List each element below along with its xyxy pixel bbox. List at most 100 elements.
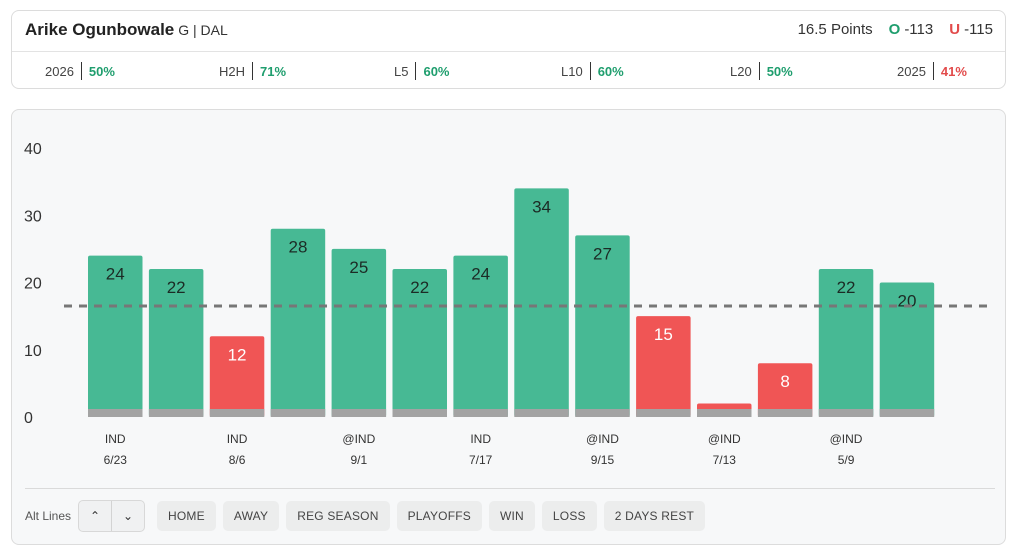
bar-baseline bbox=[514, 409, 569, 417]
x-tick-date: 8/6 bbox=[229, 453, 246, 467]
points-bar-chart: 0 10 20 30 40 24 IND 6/23 22 12 IND 8/6 28 25 @IND 9/1 2… bbox=[24, 141, 992, 467]
bar-over bbox=[270, 228, 326, 417]
player-header-card: Arike Ogunbowale G | DAL 16.5 Points O -1… bbox=[11, 10, 1006, 89]
bar-value-label: 24 bbox=[471, 265, 490, 284]
stat-value: 41% bbox=[940, 63, 967, 79]
bar-baseline bbox=[575, 409, 630, 417]
stat-label: L20 bbox=[730, 63, 752, 79]
chart-controls-divider bbox=[25, 488, 995, 489]
y-tick-label: 30 bbox=[24, 208, 42, 225]
over-label: O bbox=[888, 21, 901, 38]
stat-value: 50% bbox=[766, 63, 793, 79]
prop-line-info: 16.5 Points O -113 U -115 bbox=[798, 21, 993, 38]
stat-l10[interactable]: L10 60% bbox=[561, 62, 624, 80]
stat-label: H2H bbox=[219, 63, 246, 79]
bar-under bbox=[209, 336, 265, 417]
bar-value-label: 12 bbox=[228, 345, 247, 364]
bar-over bbox=[392, 269, 447, 417]
bar-value-label: 22 bbox=[837, 278, 856, 297]
bar-value-label: 25 bbox=[349, 258, 368, 277]
under-label: U bbox=[949, 21, 961, 38]
x-tick-date: 7/13 bbox=[713, 453, 737, 467]
stat-value: 71% bbox=[260, 63, 287, 79]
player-name: Arike Ogunbowale bbox=[25, 20, 175, 39]
stat-value: 60% bbox=[597, 63, 624, 79]
filter-away-button[interactable]: AWAY bbox=[222, 501, 280, 531]
bar-over bbox=[331, 248, 387, 417]
x-tick-date: 7/17 bbox=[469, 453, 493, 467]
chevron-up-icon[interactable]: ⌃ bbox=[90, 509, 101, 523]
header-top-row: Arike Ogunbowale G | DAL 16.5 Points O -1… bbox=[12, 11, 1005, 52]
y-tick-label: 20 bbox=[24, 276, 42, 293]
prop-line: 16.5 Points bbox=[797, 21, 873, 38]
bar-baseline bbox=[88, 409, 143, 417]
bar-value-label: 24 bbox=[106, 265, 125, 284]
bar-baseline bbox=[331, 409, 387, 417]
x-tick-date: 9/1 bbox=[351, 453, 368, 467]
over-odds: -113 bbox=[904, 21, 934, 38]
stat-h2h[interactable]: H2H 71% bbox=[219, 62, 286, 80]
stat-l5[interactable]: L5 60% bbox=[394, 62, 450, 80]
stat-value: 60% bbox=[423, 63, 450, 79]
bar-value-label: 28 bbox=[288, 238, 307, 257]
hit-rate-stats-row: 2026 50% H2H 71% L5 60% L10 60% L20 50% 2025 4… bbox=[12, 52, 1005, 89]
filter-loss-button[interactable]: LOSS bbox=[541, 501, 597, 531]
x-tick-opponent: IND bbox=[470, 432, 491, 446]
x-tick-opponent: IND bbox=[105, 432, 126, 446]
filter-2-days-rest-button[interactable]: 2 DAYS REST bbox=[603, 501, 706, 531]
bar-baseline bbox=[392, 409, 447, 417]
bar-over bbox=[88, 255, 143, 417]
chart-controls: Alt Lines ⌃ ⌄ HOME AWAY REG SEASON PLAYO… bbox=[25, 500, 712, 532]
bar-value-label: 34 bbox=[532, 197, 551, 216]
bar-baseline bbox=[209, 409, 265, 417]
stat-label: 2025 bbox=[897, 63, 926, 79]
filter-home-button[interactable]: HOME bbox=[157, 501, 216, 531]
player-title: Arike Ogunbowale G | DAL bbox=[25, 20, 228, 40]
bar-baseline bbox=[697, 409, 752, 417]
y-tick-label: 10 bbox=[24, 343, 42, 360]
bar-under bbox=[757, 363, 813, 417]
bar-value-label: 27 bbox=[593, 244, 612, 263]
alt-lines-label: Alt Lines bbox=[25, 509, 72, 523]
bar-value-label: 22 bbox=[167, 278, 186, 297]
y-tick-label: 0 bbox=[24, 410, 33, 427]
bar-baseline bbox=[453, 409, 508, 417]
stat-l20[interactable]: L20 50% bbox=[730, 62, 793, 80]
bar-baseline bbox=[270, 409, 326, 417]
x-tick-opponent: @IND bbox=[708, 432, 741, 446]
bar-baseline bbox=[636, 409, 691, 417]
x-tick-date: 9/15 bbox=[591, 453, 615, 467]
bar-baseline bbox=[818, 409, 874, 417]
bar-baseline bbox=[148, 409, 204, 417]
bar-under bbox=[636, 316, 691, 417]
bar-over bbox=[514, 188, 569, 417]
chevron-down-icon[interactable]: ⌄ bbox=[111, 501, 144, 531]
bar-baseline bbox=[757, 409, 813, 417]
x-tick-opponent: @IND bbox=[830, 432, 863, 446]
x-tick-date: 6/23 bbox=[104, 453, 128, 467]
stat-value: 50% bbox=[88, 63, 115, 79]
bar-value-label: 20 bbox=[897, 292, 916, 311]
bar-baseline bbox=[879, 409, 935, 417]
under-odds: -115 bbox=[964, 21, 993, 38]
bar-over bbox=[453, 255, 508, 417]
filter-playoffs-button[interactable]: PLAYOFFS bbox=[396, 501, 482, 531]
filter-reg-season-button[interactable]: REG SEASON bbox=[286, 501, 390, 531]
bar-over bbox=[575, 235, 630, 417]
filter-win-button[interactable]: WIN bbox=[488, 501, 535, 531]
game-log-chart-card: 0 10 20 30 40 24 IND 6/23 22 12 IND 8/6 28 25 @IND 9/1 2… bbox=[11, 109, 1006, 545]
player-team-position: G | DAL bbox=[178, 22, 228, 38]
y-tick-label: 40 bbox=[24, 141, 42, 158]
stat-2025[interactable]: 2025 41% bbox=[897, 62, 967, 80]
bar-value-label: 15 bbox=[654, 325, 673, 344]
bar-value-label: 8 bbox=[780, 372, 789, 391]
alt-lines-stepper: ⌃ ⌄ bbox=[78, 500, 146, 532]
x-tick-opponent: @IND bbox=[586, 432, 619, 446]
stat-label: 2026 bbox=[45, 63, 74, 79]
stat-label: L5 bbox=[394, 63, 409, 79]
stat-2026[interactable]: 2026 50% bbox=[45, 62, 115, 80]
stat-label: L10 bbox=[561, 63, 583, 79]
x-tick-date: 5/9 bbox=[838, 453, 855, 467]
x-tick-opponent: @IND bbox=[342, 432, 375, 446]
x-tick-opponent: IND bbox=[227, 432, 248, 446]
